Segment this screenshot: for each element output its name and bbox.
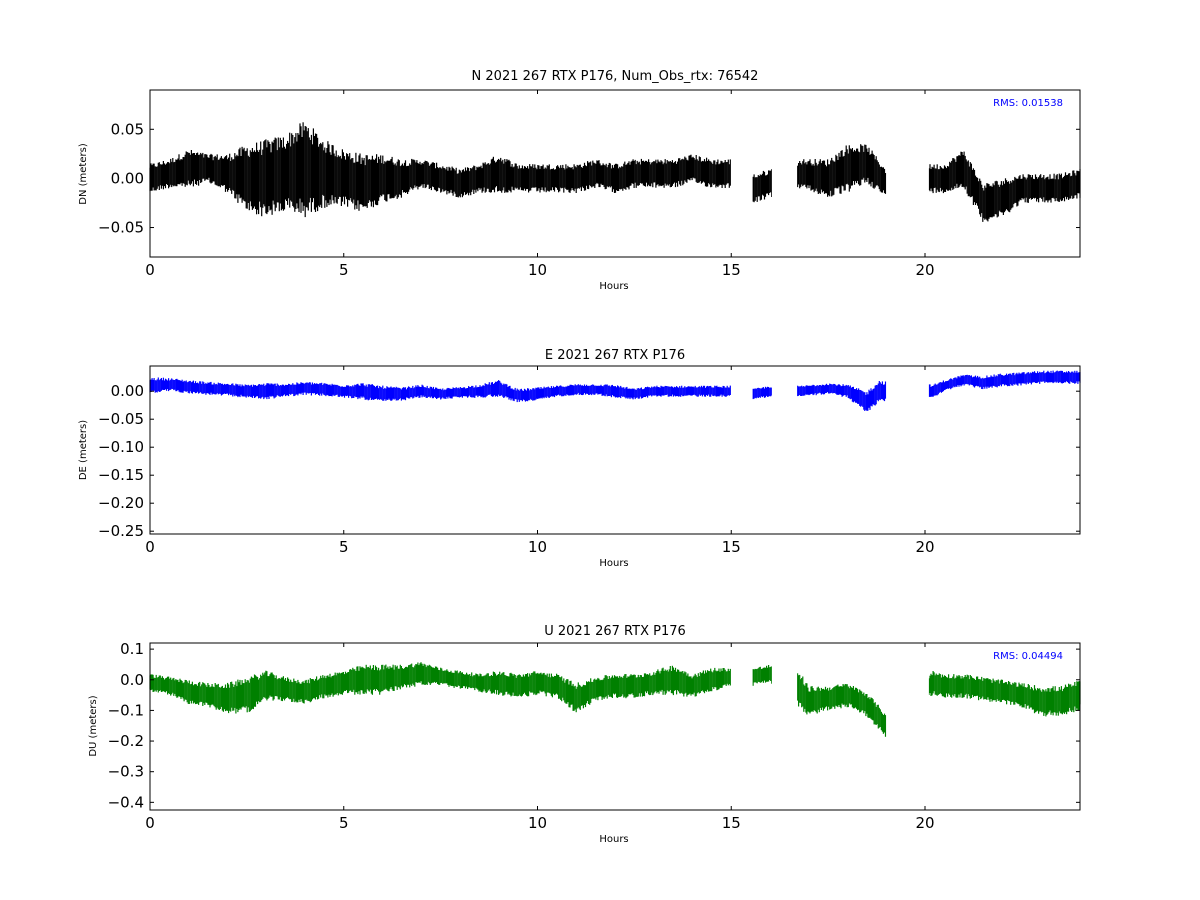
east-y-ticks: −0.25 −0.20 −0.15 −0.10 −0.05 0.00	[98, 382, 1080, 540]
up-x-axis-label: Hours	[599, 834, 628, 845]
east-data-gap	[731, 366, 753, 534]
east-x-tick-label: 15	[722, 538, 741, 556]
east-y-tick-label: −0.25	[98, 522, 144, 540]
up-y-tick-label: −0.4	[108, 793, 144, 811]
east-y-tick-label: 0.00	[111, 382, 144, 400]
east-x-tick-label: 20	[915, 538, 934, 556]
up-x-tick-label: 10	[528, 814, 547, 832]
up-x-tick-label: 5	[339, 814, 349, 832]
north-rms-annotation: RMS: 0.01538	[993, 98, 1063, 109]
up-x-tick-label: 15	[722, 814, 741, 832]
up-data-gap	[731, 643, 753, 810]
up-y-ticks: −0.4 −0.3 −0.2 −0.1 0.0 0.1	[108, 640, 1080, 811]
east-data-gap	[771, 366, 798, 534]
up-data-gap	[771, 643, 798, 810]
east-x-tick-label: 5	[339, 538, 349, 556]
east-data-gaps	[731, 366, 929, 534]
east-y-tick-label: −0.20	[98, 494, 144, 512]
east-x-axis-label: Hours	[599, 558, 628, 569]
north-data-gaps	[731, 90, 929, 257]
up-x-tick-label: 0	[145, 814, 155, 832]
north-panel: N 2021 267 RTX P176, Num_Obs_rtx: 76542 …	[78, 69, 1081, 292]
east-y-tick-label: −0.10	[98, 438, 144, 456]
north-data-gap	[731, 90, 753, 257]
up-panel: U 2021 267 RTX P176 0 5 10 15 20 −0.4−0.3−0.…	[88, 624, 1081, 845]
north-x-tick-label: 10	[528, 261, 547, 279]
east-y-tick-label: −0.05	[98, 410, 144, 428]
up-data-gap	[886, 643, 929, 810]
up-y-tick-label: 0.0	[120, 671, 144, 689]
up-y-axis-label: DU (meters)	[88, 695, 99, 756]
east-x-tick-label: 10	[528, 538, 547, 556]
up-y-tick-label: −0.3	[108, 763, 144, 781]
north-x-tick-label: 20	[915, 261, 934, 279]
north-data-gap	[771, 90, 798, 257]
north-title: N 2021 267 RTX P176, Num_Obs_rtx: 76542	[472, 69, 759, 84]
east-y-axis-label: DE (meters)	[78, 420, 89, 480]
north-x-tick-label: 5	[339, 261, 349, 279]
up-data-points	[149, 662, 1081, 737]
north-x-axis-label: Hours	[599, 281, 628, 292]
north-y-tick-label: 0.05	[111, 120, 144, 138]
up-plot-frame	[149, 642, 1081, 811]
north-plot-frame	[149, 89, 1081, 258]
up-x-tick-label: 20	[915, 814, 934, 832]
east-title: E 2021 267 RTX P176	[545, 348, 685, 363]
east-y-tick-label: −0.15	[98, 466, 144, 484]
up-data-gaps	[731, 643, 929, 810]
north-x-tick-label: 0	[145, 261, 155, 279]
north-data-points	[149, 122, 1081, 222]
north-y-axis-label: DN (meters)	[78, 143, 89, 205]
north-x-tick-label: 15	[722, 261, 741, 279]
up-title: U 2021 267 RTX P176	[544, 624, 686, 639]
east-data-points	[149, 370, 1081, 411]
up-rms-annotation: RMS: 0.04494	[993, 651, 1063, 662]
east-plot-frame	[149, 365, 1081, 535]
up-y-tick-label: −0.2	[108, 732, 144, 750]
north-y-ticks: −0.05 0.00 0.05	[98, 120, 1080, 237]
east-x-tick-label: 0	[145, 538, 155, 556]
up-x-ticks: 0 5 10 15 20	[145, 643, 935, 832]
east-data-gap	[886, 366, 929, 534]
north-data-gap	[886, 90, 929, 257]
north-y-tick-label: 0.00	[111, 169, 144, 187]
up-y-tick-label: 0.1	[120, 640, 144, 658]
east-panel: E 2021 267 RTX P176 0 5 10 15 20 −0.25−0.20−…	[78, 348, 1081, 569]
up-y-tick-label: −0.1	[108, 701, 144, 719]
north-x-ticks: 0 5 10 15 20	[145, 90, 935, 279]
north-y-tick-label: −0.05	[98, 219, 144, 237]
east-x-ticks: 0 5 10 15 20	[145, 366, 935, 556]
